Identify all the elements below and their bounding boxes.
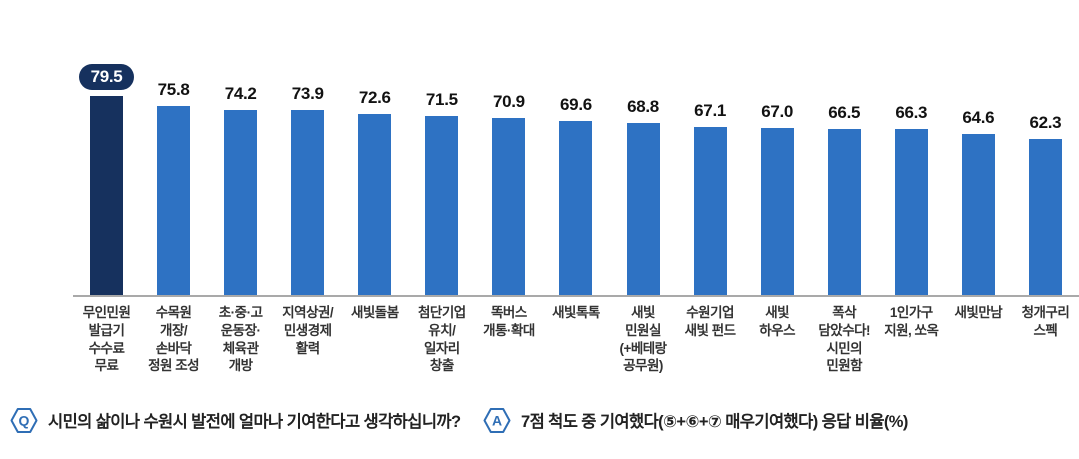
- x-axis-label: 1인가구 지원, 쏘옥: [884, 305, 939, 338]
- value-label: 62.3: [1029, 113, 1062, 133]
- bar-column: 62.3 청개구리 스펙: [1012, 58, 1079, 375]
- bar-column: 66.5 폭삭 담았수다! 시민의 민원함: [811, 58, 878, 375]
- bar: [492, 117, 526, 295]
- bar: [425, 116, 459, 295]
- question-row: Q 시민의 삶이나 수원시 발전에 얼마나 기여한다고 생각하십니까?: [10, 406, 461, 434]
- x-axis-label: 지역상권/ 민생경제 활력: [282, 305, 334, 356]
- bar: [760, 127, 794, 295]
- bar-column: 64.6 새빛만남: [945, 58, 1012, 375]
- bar-column: 70.9 똑버스 개통·확대: [475, 58, 542, 375]
- bar-column: 67.0 새빛 하우스: [744, 58, 811, 375]
- x-axis-label: 수목원 개장/ 손바닥 정원 조성: [148, 305, 200, 374]
- x-axis-baseline: [73, 295, 1079, 297]
- x-axis-label: 새빛 민원실 (+베테랑 공무원): [619, 305, 667, 374]
- bar-column: 71.5 첨단기업 유치/ 일자리 창출: [408, 58, 475, 375]
- value-label: 66.5: [828, 102, 861, 122]
- bar-column: 73.9 지역상권/ 민생경제 활력: [274, 58, 341, 375]
- x-axis-label: 청개구리 스펙: [1021, 305, 1070, 338]
- x-axis-label: 무인민원 발급기 수수료 무료: [82, 305, 131, 374]
- q-badge-icon: Q: [10, 407, 38, 433]
- x-axis-label: 새빛 하우스: [759, 305, 796, 338]
- value-label: 67.1: [694, 101, 727, 121]
- q-badge-letter: Q: [19, 412, 30, 428]
- bar-chart: 79.5 무인민원 발급기 수수료 무료 75.8 수목원 개장/ 손바닥 정원 조성…: [73, 58, 1079, 375]
- value-label: 68.8: [627, 97, 659, 116]
- a-badge-letter: A: [492, 412, 502, 428]
- x-axis-label: 새빛만남: [954, 305, 1003, 320]
- value-label: 72.6: [358, 87, 391, 107]
- q-badge-hexagon: [10, 407, 38, 433]
- value-label: 75.8: [157, 79, 190, 99]
- bar-column: 69.6 새빛톡톡: [542, 58, 609, 375]
- bar-column: 72.6 새빛돌봄: [341, 58, 408, 375]
- answer-text: 7점 척도 중 기여했다(⑤+⑥+⑦ 매우기여했다) 응답 비율(%): [521, 413, 908, 431]
- bar: [1028, 139, 1062, 295]
- answer-row: A 7점 척도 중 기여했다(⑤+⑥+⑦ 매우기여했다) 응답 비율(%): [483, 406, 908, 434]
- x-axis-label: 똑버스 개통·확대: [483, 305, 535, 338]
- bar: [827, 128, 861, 295]
- a-badge-icon: A: [483, 407, 511, 433]
- value-label: 70.9: [492, 91, 525, 111]
- bar-columns: 79.5 무인민원 발급기 수수료 무료 75.8 수목원 개장/ 손바닥 정원 조성…: [73, 58, 1079, 375]
- bar-column: 74.2 초·중·고 운동장· 체육관 개방: [207, 58, 274, 375]
- question-text: 시민의 삶이나 수원시 발전에 얼마나 기여한다고 생각하십니까?: [48, 413, 461, 431]
- bar: [224, 109, 258, 295]
- bar-column: 66.3 1인가구 지원, 쏘옥: [878, 58, 945, 375]
- bar-column: 68.8 새빛 민원실 (+베테랑 공무원): [610, 58, 677, 375]
- x-axis-label: 폭삭 담았수다! 시민의 민원함: [818, 305, 871, 374]
- bar: [961, 133, 995, 295]
- bar-column: 75.8 수목원 개장/ 손바닥 정원 조성: [140, 58, 207, 375]
- value-label: 73.9: [291, 84, 324, 104]
- bar-column: 79.5 무인민원 발급기 수수료 무료: [73, 58, 140, 375]
- value-label-highlight: 79.5: [78, 64, 135, 91]
- bar: [559, 121, 593, 295]
- bar: [90, 96, 124, 295]
- bar: [693, 127, 727, 295]
- x-axis-label: 초·중·고 운동장· 체육관 개방: [218, 305, 263, 374]
- bar: [626, 123, 660, 295]
- bar: [894, 129, 928, 295]
- value-label: 71.5: [425, 90, 458, 110]
- a-badge-hexagon: [483, 407, 511, 433]
- x-axis-label: 새빛돌봄: [350, 305, 399, 320]
- value-label: 69.6: [560, 95, 592, 114]
- bar-column: 67.1 수원기업 새빛 펀드: [677, 58, 744, 375]
- value-label: 74.2: [224, 83, 257, 103]
- x-axis-label: 새빛톡톡: [552, 305, 600, 320]
- bar: [291, 110, 325, 295]
- x-axis-label: 수원기업 새빛 펀드: [684, 305, 736, 338]
- value-label: 67.0: [761, 101, 794, 121]
- value-label: 66.3: [895, 103, 928, 123]
- x-axis-label: 첨단기업 유치/ 일자리 창출: [418, 305, 466, 374]
- value-label: 64.6: [962, 107, 995, 127]
- bar: [157, 105, 191, 295]
- bar: [358, 113, 392, 295]
